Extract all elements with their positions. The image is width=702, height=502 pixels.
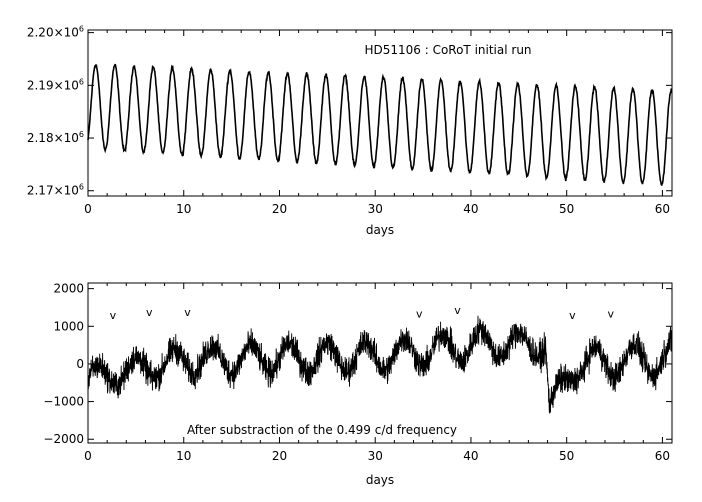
x-tick-label: 10 xyxy=(176,449,191,463)
bottom-annotation: After substraction of the 0.499 c/d freq… xyxy=(187,423,457,437)
x-tick-label: 10 xyxy=(176,202,191,216)
top-chart-title: HD51106 : CoRoT initial run xyxy=(364,43,531,57)
y-tick-label: 1000 xyxy=(53,319,84,333)
y-tick-exponent: 6 xyxy=(79,77,84,86)
x-tick-label: 60 xyxy=(655,202,670,216)
y-tick-exponent: 6 xyxy=(79,130,84,139)
bottom-plot-frame xyxy=(87,282,673,444)
y-tick-label: 2.20×106 xyxy=(27,25,84,40)
x-tick-label: 30 xyxy=(368,202,383,216)
v-marker: v xyxy=(454,304,461,317)
x-tick-label: 60 xyxy=(655,449,670,463)
bottom-x-ticks: 0 10 20 30 40 50 60 xyxy=(84,283,670,463)
x-tick-label: 0 xyxy=(84,449,92,463)
y-tick-label: −1000 xyxy=(43,395,84,409)
y-tick-exponent: 6 xyxy=(79,183,84,192)
x-tick-label: 40 xyxy=(463,449,478,463)
v-marker: v xyxy=(569,309,576,322)
top-panel: 0 10 20 30 40 50 60 2.17×1062.18×1062.19×1062.… xyxy=(27,25,673,237)
v-marker: v xyxy=(416,308,423,321)
bottom-residual-line xyxy=(87,315,673,415)
x-tick-label: 40 xyxy=(463,202,478,216)
bottom-x-axis-label: days xyxy=(366,473,394,487)
top-x-ticks: 0 10 20 30 40 50 60 xyxy=(84,30,670,216)
v-marker: v xyxy=(607,308,614,321)
x-tick-label: 50 xyxy=(559,449,574,463)
v-marker: v xyxy=(146,306,153,319)
y-tick-label: 0 xyxy=(76,357,84,371)
bottom-y-ticks: 2000 1000 0 −1000 −2000 xyxy=(43,282,672,446)
v-marker: v xyxy=(184,306,191,319)
bottom-panel: 0 10 20 30 40 50 60 2000 1000 0 −1000 −2000 v v v v v v… xyxy=(43,282,673,487)
x-tick-label: 20 xyxy=(272,449,287,463)
v-marker: v xyxy=(110,309,117,322)
x-tick-label: 50 xyxy=(559,202,574,216)
top-light-curve-line xyxy=(87,63,673,186)
y-tick-label: 2000 xyxy=(53,282,84,296)
x-tick-label: 30 xyxy=(368,449,383,463)
y-tick-label: 2.19×106 xyxy=(27,77,84,92)
x-tick-label: 0 xyxy=(84,202,92,216)
x-tick-label: 20 xyxy=(272,202,287,216)
y-tick-exponent: 6 xyxy=(79,25,84,34)
y-tick-label: 2.17×106 xyxy=(27,183,84,198)
top-y-ticks: 2.17×106 2.18×106 2.19×106 2.20×106 xyxy=(27,25,672,198)
y-tick-label: 2.18×106 xyxy=(27,130,84,145)
top-x-axis-label: days xyxy=(366,223,394,237)
top-plot-frame xyxy=(87,29,673,197)
y-tick-label: −2000 xyxy=(43,432,84,446)
